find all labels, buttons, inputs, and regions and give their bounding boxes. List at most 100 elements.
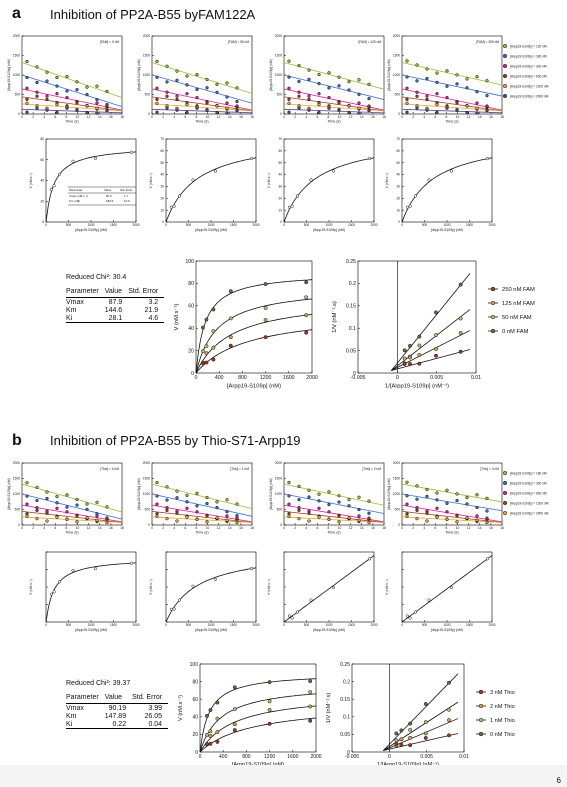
condition-label: [FAM] = 50 nM [228,40,249,44]
data-point [215,505,219,510]
x-tick-label: 0 [283,623,285,627]
data-point [417,361,422,366]
data-point [317,492,321,496]
cell: 26.05 [144,713,163,720]
condition-label: [FAM] = 0 nM [100,40,119,44]
data-point [211,357,216,362]
data-point [208,741,213,746]
fit-line [401,88,503,111]
fit-line [151,62,253,94]
legend-marker [502,43,508,49]
legend-marker [478,731,484,737]
data-point [175,489,179,493]
data-point [297,517,301,521]
x-tick-label: 1000 [87,223,94,227]
data-point [105,108,109,113]
data-point [465,104,469,108]
data-point [405,480,409,484]
data-point [297,94,301,98]
x-tick-label: 6 [434,526,436,530]
data-point [347,498,351,502]
x-tick-label: 4 [43,526,45,530]
data-point [475,101,479,105]
data-point [405,101,409,105]
x-tick-label: 800 [238,375,247,381]
data-point [75,514,79,518]
table-row: Km 144.6 21.9 [66,306,164,314]
data-point [408,204,412,208]
inset-cell: 1.7 [124,194,128,198]
data-point [25,494,29,498]
fit-line [391,309,471,371]
data-point [465,516,469,520]
data-point [475,111,479,115]
y-tick-label: 20 [278,196,282,200]
fit-curve [45,151,137,223]
x-tick-label: 1000 [207,223,214,227]
legend-label: [Arpp19-S109p] = 120 nM [510,44,547,48]
legend-marker [502,470,508,476]
fit-curve [283,157,375,223]
x-tick-label: 16 [489,115,493,119]
data-point [475,75,479,79]
data-point [93,567,98,571]
data-point [208,729,213,734]
data-point [327,517,331,522]
page-number: 6 [556,776,561,785]
y-axis-label: 1/V (nM⁻¹.s) [332,301,338,333]
data-point [95,514,99,518]
panel-a-chi: Reduced Chi²: 30.4 [66,274,127,281]
x-tick-label: 4 [423,115,425,119]
x-tick-label: 8 [196,115,198,119]
data-point [165,80,169,84]
data-point [169,205,173,209]
data-point [205,108,209,113]
data-point [201,349,205,354]
data-point [337,75,341,79]
x-tick-label: 0 [21,115,23,119]
data-point [287,480,291,485]
plot-frame [283,138,375,223]
y-tick-label: 0 [280,112,282,116]
legend-label: 250 nM FAM [502,287,535,293]
x-tick-label: 8 [328,526,330,530]
y-tick-label: 500 [145,508,151,512]
x-tick-label: 12 [467,115,471,119]
data-point [45,94,49,98]
data-point [177,598,182,602]
y-tick-label: 0 [353,371,356,377]
y-axis-label: [Arpp19-S109p] (nM) [7,59,11,91]
x-tick-label: 4 [305,526,307,530]
data-point [405,75,409,79]
data-point [357,495,361,499]
data-point [337,514,341,518]
data-point [172,204,176,208]
fit-line [21,483,123,513]
data-point [357,518,361,522]
y-tick-label: 1000 [143,73,150,77]
legend-label: [Arpp19-S109p] = 180 nM [510,54,547,58]
data-point [287,502,291,506]
data-point [211,345,216,350]
x-tick-label: 6 [54,115,56,119]
data-point [347,504,351,508]
fit-line [401,493,503,512]
data-point [434,310,438,315]
fit-curve [195,298,313,374]
y-tick-label: 80 [192,679,198,685]
data-point [235,516,239,520]
data-point [71,159,75,163]
fit-curve [45,562,137,623]
data-point [327,95,331,100]
legend-marker [490,286,496,292]
cell: Vmax [66,299,84,306]
x-tick-label: 16 [109,115,113,119]
x-tick-label: 2 [162,526,164,530]
legend-marker [490,328,496,334]
x-tick-label: 18 [250,115,254,119]
data-point [427,178,431,182]
y-tick-label: 500 [15,508,21,512]
panel-a-mm-fits: 0 500 1000 1500 2000020406080[Arpp19-S109p] … [29,137,496,232]
data-point [185,110,189,114]
